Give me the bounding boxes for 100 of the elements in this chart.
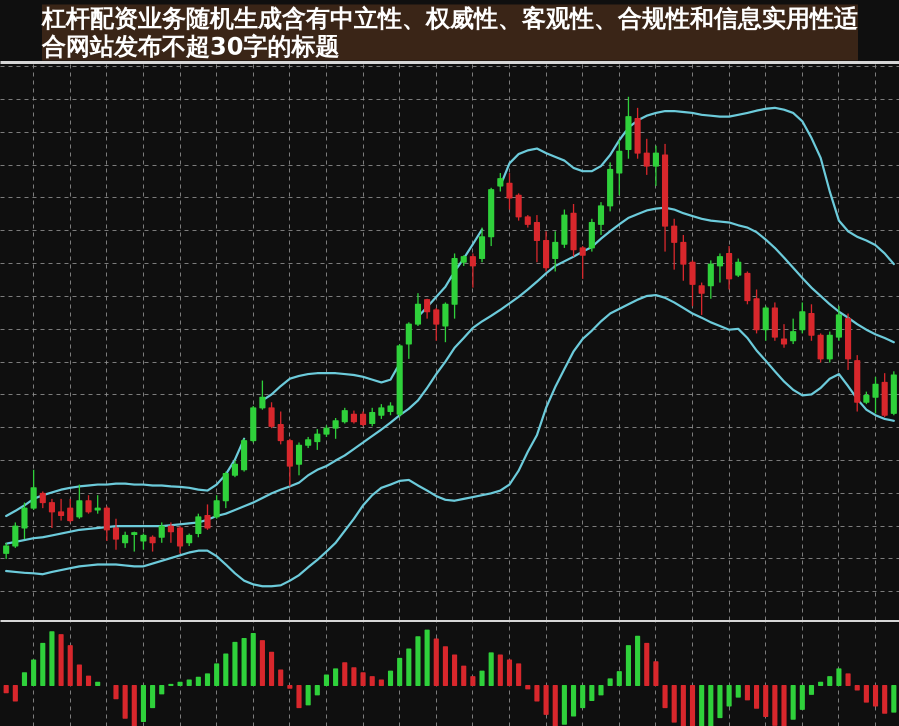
candlestick <box>580 245 586 280</box>
bar <box>22 672 28 686</box>
candlestick <box>478 226 486 263</box>
candlestick <box>323 424 330 438</box>
candlestick <box>158 522 165 544</box>
bar <box>196 676 201 686</box>
bar <box>314 685 320 696</box>
candlestick <box>67 498 74 524</box>
bar <box>397 658 402 686</box>
bar <box>864 685 869 703</box>
bar <box>12 685 18 702</box>
bar <box>754 685 760 709</box>
bar <box>177 682 183 686</box>
bar <box>278 670 284 686</box>
candlestick <box>799 302 806 334</box>
candlestick <box>616 140 622 196</box>
bar <box>150 685 156 708</box>
candlestick <box>30 469 37 511</box>
candlestick <box>387 402 394 416</box>
bar <box>891 685 896 713</box>
bar <box>608 678 613 686</box>
bar <box>562 685 567 725</box>
candlestick <box>433 307 440 342</box>
chart-title: 杠杆配资业务随机生成含有中立性、权威性、客观性、合规性和信息实用性适合网站发布不超30字的标题 <box>41 4 858 60</box>
candlestick <box>12 522 18 549</box>
bar <box>232 642 238 686</box>
candlestick <box>214 494 220 520</box>
bar <box>726 685 732 707</box>
candlestick <box>680 234 686 282</box>
bar <box>781 685 787 726</box>
candlestick <box>259 380 266 410</box>
bar <box>342 662 348 686</box>
candlestick <box>872 376 879 414</box>
bar <box>808 685 814 695</box>
candlestick <box>195 513 202 538</box>
candlestick <box>671 218 678 270</box>
bar <box>132 685 137 726</box>
bar <box>626 645 632 686</box>
bar <box>818 682 824 686</box>
bar <box>772 685 778 726</box>
candlestick <box>808 304 815 342</box>
candlestick <box>186 532 192 547</box>
candlestick <box>516 192 522 222</box>
bar <box>872 685 878 707</box>
bar <box>736 685 741 698</box>
candlestick <box>122 531 128 549</box>
candlestick <box>378 403 384 420</box>
bar <box>452 654 458 686</box>
bar <box>708 685 714 726</box>
candlestick <box>268 402 275 429</box>
candlestick <box>836 305 842 342</box>
bar <box>4 685 9 694</box>
candlestick <box>131 531 138 552</box>
bar <box>242 638 247 686</box>
bar <box>40 642 46 686</box>
bar <box>479 670 485 686</box>
bar <box>580 685 586 708</box>
bar <box>882 685 888 714</box>
candlestick <box>414 292 422 327</box>
bar <box>49 631 54 686</box>
candlestick <box>406 322 412 360</box>
bar <box>204 673 210 686</box>
bar <box>333 668 338 686</box>
bar <box>415 636 421 686</box>
bar <box>214 663 220 686</box>
bar <box>635 636 640 686</box>
candlestick <box>818 332 824 364</box>
candlestick <box>104 506 110 542</box>
candlestick <box>112 518 120 550</box>
candlestick <box>780 324 788 348</box>
candlestick <box>552 230 558 272</box>
candlestick <box>524 214 531 228</box>
candlestick <box>40 490 46 509</box>
bar <box>95 682 100 686</box>
bar <box>434 638 439 686</box>
candlestick <box>470 252 476 288</box>
bar <box>306 685 311 706</box>
bar <box>424 630 430 686</box>
candlestick <box>497 172 504 192</box>
bar <box>140 685 146 722</box>
bar <box>653 661 658 686</box>
bar <box>800 685 805 710</box>
bar <box>296 685 302 708</box>
candlestick <box>369 407 376 427</box>
bar <box>598 685 604 696</box>
candlestick <box>176 526 184 554</box>
bar <box>113 685 119 700</box>
candlestick <box>305 436 312 449</box>
candlestick <box>58 498 64 522</box>
bar <box>744 685 750 700</box>
candlestick <box>863 391 870 405</box>
candlestick <box>332 417 339 440</box>
bar <box>836 668 842 686</box>
candlestick <box>150 534 156 552</box>
bar <box>76 664 82 686</box>
bar <box>846 673 851 686</box>
bar <box>370 676 375 686</box>
bar <box>268 652 274 686</box>
bar <box>790 685 796 720</box>
bar <box>534 685 540 702</box>
